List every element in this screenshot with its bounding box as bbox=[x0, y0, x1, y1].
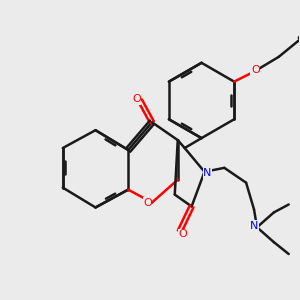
Text: O: O bbox=[143, 197, 152, 208]
Text: O: O bbox=[132, 94, 141, 104]
Text: O: O bbox=[178, 229, 187, 239]
Text: N: N bbox=[203, 168, 212, 178]
Text: O: O bbox=[251, 65, 260, 75]
Text: N: N bbox=[250, 221, 258, 231]
